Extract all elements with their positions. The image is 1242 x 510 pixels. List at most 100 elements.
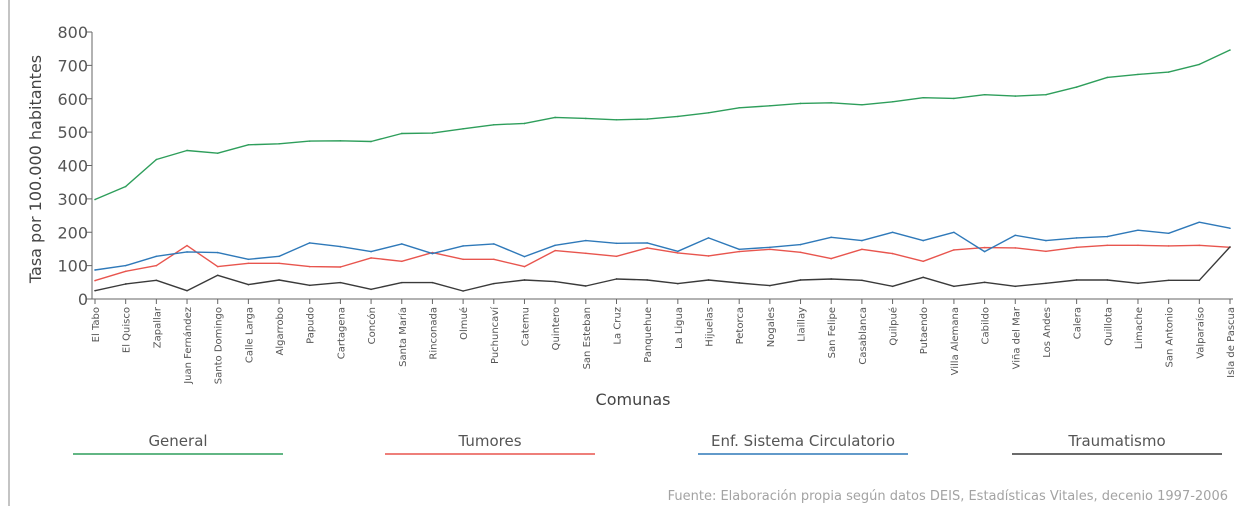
data-point xyxy=(554,280,556,283)
data-point xyxy=(308,265,311,268)
data-point xyxy=(677,252,679,254)
data-point xyxy=(247,258,250,261)
series-line-2 xyxy=(94,244,1231,282)
data-point xyxy=(186,251,188,253)
data-point xyxy=(124,264,127,267)
data-point xyxy=(186,149,188,152)
data-point xyxy=(738,248,740,251)
x-tick-label: Catemu xyxy=(520,307,531,346)
data-point xyxy=(1198,279,1201,282)
data-point xyxy=(707,255,710,257)
x-tick-label: Viña del Mar xyxy=(1011,306,1022,369)
data-point xyxy=(585,117,587,120)
data-point xyxy=(400,281,403,284)
data-point xyxy=(1137,229,1139,232)
data-point xyxy=(922,96,925,99)
data-point xyxy=(523,265,526,268)
data-point xyxy=(707,237,710,239)
data-point xyxy=(922,260,925,263)
data-point xyxy=(400,132,403,135)
x-tick-label: Santo Domingo xyxy=(214,307,225,384)
data-point xyxy=(1014,95,1017,97)
data-point xyxy=(922,276,925,279)
data-point xyxy=(431,252,434,255)
data-point xyxy=(738,282,740,284)
data-point xyxy=(186,289,188,292)
data-point xyxy=(492,282,495,285)
data-point xyxy=(278,255,280,258)
x-tick-label: Limache xyxy=(1134,307,1145,349)
data-point xyxy=(247,283,250,286)
data-point xyxy=(155,279,158,282)
data-point xyxy=(216,265,219,268)
data-point xyxy=(861,248,863,251)
y-tick-label: 400 xyxy=(57,157,88,176)
data-point xyxy=(492,258,495,261)
y-tick-label: 0 xyxy=(78,290,88,309)
data-point xyxy=(1106,244,1109,247)
data-point xyxy=(1167,232,1170,235)
data-point xyxy=(94,279,96,282)
x-tick-label: Cartagena xyxy=(336,307,347,359)
data-point xyxy=(370,140,372,143)
data-point xyxy=(1014,285,1017,288)
data-point xyxy=(1229,246,1231,248)
series-line-1 xyxy=(94,49,1231,201)
x-tick-label: Puchuncaví xyxy=(489,306,501,364)
data-point xyxy=(278,143,280,145)
data-point xyxy=(1106,279,1109,281)
data-point xyxy=(94,198,96,201)
data-point xyxy=(1167,71,1170,73)
x-tick-label: El Quisco xyxy=(122,307,133,353)
data-point xyxy=(1167,279,1170,282)
data-point xyxy=(615,242,618,245)
data-point xyxy=(707,279,710,281)
data-point xyxy=(523,255,526,258)
data-point xyxy=(983,250,986,253)
data-point xyxy=(247,144,250,146)
x-tick-label: Valparaíso xyxy=(1194,307,1206,359)
data-point xyxy=(922,239,925,242)
data-point xyxy=(462,127,464,130)
data-point xyxy=(523,122,526,125)
x-tick-label: Cabildo xyxy=(981,307,992,344)
data-point xyxy=(278,262,280,265)
legend-label-1: General xyxy=(148,432,207,450)
data-point xyxy=(953,285,955,288)
data-point xyxy=(1075,279,1078,281)
data-point xyxy=(1106,76,1109,79)
data-point xyxy=(94,269,96,271)
data-point xyxy=(155,255,158,258)
data-point xyxy=(891,285,894,288)
data-point xyxy=(1045,250,1047,253)
data-point xyxy=(799,251,802,254)
x-tick-label: Hijuelas xyxy=(705,307,716,347)
data-point xyxy=(124,185,127,188)
series-line-4 xyxy=(94,246,1231,292)
data-point xyxy=(1229,227,1231,230)
data-point xyxy=(155,264,158,267)
data-point xyxy=(769,284,771,287)
x-tick-label: Llaillay xyxy=(797,307,808,342)
data-point xyxy=(891,100,894,103)
data-point xyxy=(339,266,342,268)
data-point xyxy=(1014,247,1017,249)
series-line-3 xyxy=(94,221,1231,271)
legend-label-4: Traumatismo xyxy=(1067,432,1165,450)
data-point xyxy=(278,279,280,281)
data-point xyxy=(186,244,188,247)
data-point xyxy=(124,270,127,273)
data-point xyxy=(677,250,679,253)
x-tick-label: Panquehue xyxy=(643,307,654,363)
data-point xyxy=(1045,282,1047,285)
data-point xyxy=(1075,246,1078,249)
x-tick-label: Quilpué xyxy=(888,307,900,346)
data-point xyxy=(799,279,802,281)
data-point xyxy=(155,158,158,161)
x-tick-label: Concón xyxy=(366,307,378,344)
data-point xyxy=(1198,63,1201,66)
data-point xyxy=(615,278,618,280)
y-tick-label: 500 xyxy=(57,123,88,142)
data-point xyxy=(1137,282,1139,285)
